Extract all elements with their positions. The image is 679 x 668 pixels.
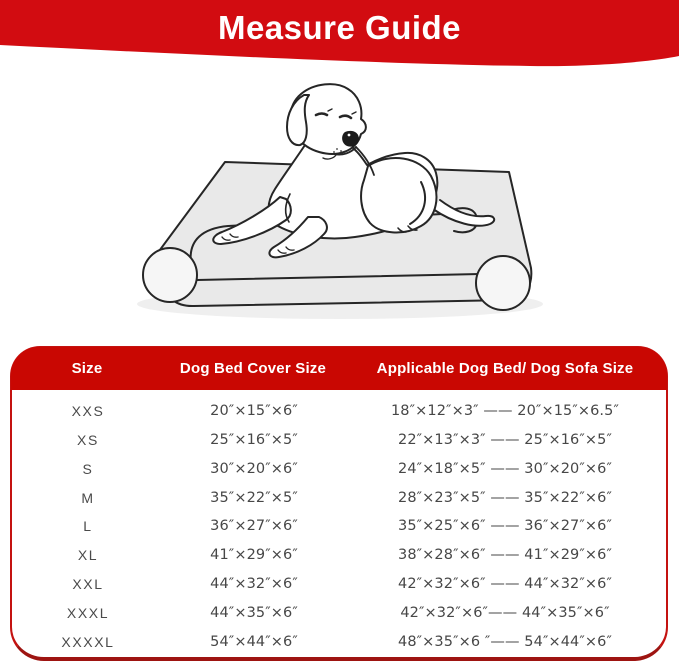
applicable-size-cell: 24″×18″×5″ —— 30″×20″×6″	[398, 460, 612, 477]
cover-size-cell: 54″×44″×6″	[210, 633, 298, 650]
applicable-size-cell: 28″×23″×5″ —— 35″×22″×6″	[398, 489, 612, 506]
size-cell: XXXL	[66, 604, 110, 621]
dog-on-bed-drawing	[137, 83, 543, 319]
table-row: XL 41″×29″×6″ 38″×28″×6″ —— 41″×29″×6″	[12, 541, 666, 570]
applicable-size-cell: 42″×32″×6″—— 44″×35″×6″	[400, 604, 610, 621]
column-header-applicable-size: Applicable Dog Bed/ Dog Sofa Size	[376, 360, 634, 377]
table-header-row: Size Dog Bed Cover Size Applicable Dog B…	[11, 347, 667, 390]
applicable-size-cell: 48″×35″×6 ″—— 54″×44″×6″	[398, 633, 612, 650]
size-cell: XXS	[71, 403, 105, 420]
page-title: Measure Guide	[217, 9, 462, 46]
dog-bed-illustration	[128, 76, 558, 328]
table-row: XXXXL 54″×44″×6″ 48″×35″×6 ″—— 54″×44″×6…	[12, 627, 666, 656]
cover-size-cell: 25″×16″×5″	[210, 432, 298, 449]
table-row: L 36″×27″×6″ 35″×25″×6″ —— 36″×27″×6″	[12, 512, 666, 541]
applicable-size-cell: 38″×28″×6″ —— 41″×29″×6″	[398, 547, 612, 564]
cover-size-cell: 20″×15″×6″	[210, 403, 298, 420]
table-row: XXL 44″×32″×6″ 42″×32″×6″ —— 44″×32″×6″	[12, 570, 666, 599]
applicable-size-cell: 18″×12″×3″ —— 20″×15″×6.5″	[390, 403, 619, 420]
cover-size-cell: 35″×22″×5″	[210, 489, 298, 506]
table-row: XXXL 44″×35″×6″ 42″×32″×6″—— 44″×35″×6″	[12, 598, 666, 627]
cover-size-cell: 30″×20″×6″	[210, 460, 298, 477]
table-row: XS 25″×16″×5″ 22″×13″×3″ —— 25″×16″×5″	[12, 426, 666, 455]
applicable-size-cell: 22″×13″×3″ —— 25″×16″×5″	[398, 432, 612, 449]
banner-curve-shape	[0, 0, 679, 67]
size-cell: XXXXL	[61, 633, 115, 650]
size-cell: L	[83, 518, 93, 535]
table-row: XXS 20″×15″×6″ 18″×12″×3″ —— 20″×15″×6.5…	[12, 397, 666, 426]
cover-size-cell: 44″×35″×6″	[210, 604, 298, 621]
size-cell: XXL	[72, 576, 104, 593]
table-row: M 35″×22″×5″ 28″×23″×5″ —— 35″×22″×6″	[12, 483, 666, 512]
size-cell: M	[81, 489, 95, 506]
size-guide-table: Size Dog Bed Cover Size Applicable Dog B…	[10, 346, 668, 661]
header-banner: Measure Guide	[0, 0, 679, 70]
applicable-size-cell: 35″×25″×6″ —— 36″×27″×6″	[398, 518, 612, 535]
column-header-cover-size: Dog Bed Cover Size	[179, 360, 327, 377]
size-cell: XS	[77, 432, 99, 449]
size-cell: S	[82, 460, 94, 477]
table-body: XXS 20″×15″×6″ 18″×12″×3″ —— 20″×15″×6.5…	[12, 390, 666, 665]
applicable-size-cell: 42″×32″×6″ —— 44″×32″×6″	[398, 576, 612, 593]
column-header-size: Size	[71, 360, 103, 377]
cover-size-cell: 36″×27″×6″	[210, 518, 298, 535]
cover-size-cell: 41″×29″×6″	[210, 547, 298, 564]
table-row: S 30″×20″×6″ 24″×18″×5″ —— 30″×20″×6″	[12, 455, 666, 484]
size-cell: XL	[77, 547, 99, 564]
cover-size-cell: 44″×32″×6″	[210, 576, 298, 593]
